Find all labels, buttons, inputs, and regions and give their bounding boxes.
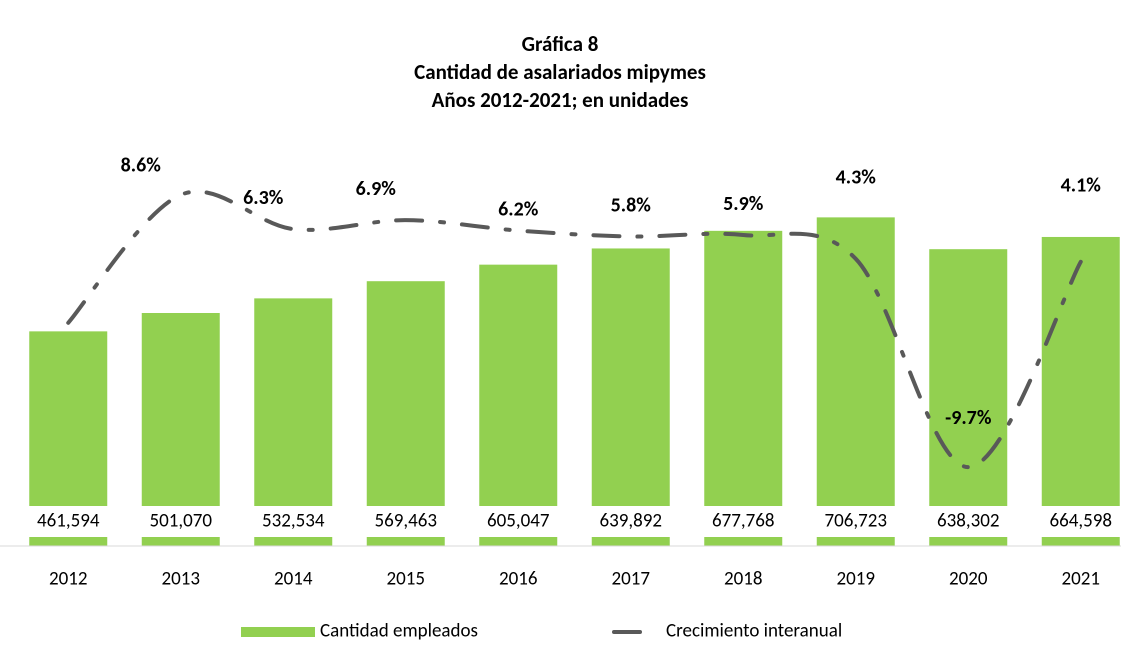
bar-value-label: 638,302 [937, 510, 1000, 533]
bar-value-label: 706,723 [824, 510, 887, 533]
label-background [1037, 506, 1121, 537]
bar [704, 230, 783, 546]
x-tick-label: 2018 [724, 568, 763, 591]
line-value-label: 6.3% [243, 186, 284, 210]
bar [929, 249, 1008, 546]
label-background [475, 506, 562, 537]
chart-title: Años 2012-2021; en unidades [432, 87, 689, 113]
x-tick-label: 2017 [611, 568, 650, 591]
x-tick-label: 2019 [836, 568, 875, 591]
line-value-label: 5.9% [723, 192, 764, 216]
line-value-label: 6.2% [498, 197, 539, 221]
bar-value-label: 569,463 [374, 510, 437, 533]
growth-line [66, 189, 1083, 470]
chart-title: Cantidad de asalariados mipymes [414, 59, 706, 85]
line-value-label: 6.9% [356, 177, 397, 201]
bar [479, 264, 558, 546]
label-background [25, 506, 112, 537]
line-value-label: 4.1% [1061, 174, 1102, 198]
bar-value-label: 677,768 [712, 510, 775, 533]
x-tick-label: 2013 [161, 568, 200, 591]
x-tick-label: 2021 [1061, 568, 1100, 591]
legend-label: Crecimiento interanual [666, 620, 842, 643]
bar-value-label: 639,892 [599, 510, 662, 533]
bar-value-label: 532,534 [262, 510, 325, 533]
label-background [700, 506, 787, 537]
bar [254, 298, 333, 546]
label-background [812, 506, 899, 537]
legend-label: Cantidad empleados [320, 620, 478, 643]
bar [591, 248, 670, 546]
bar-value-label: 605,047 [487, 510, 550, 533]
x-tick-label: 2020 [949, 568, 988, 591]
label-background [587, 506, 674, 537]
line-value-label: 8.6% [121, 154, 162, 178]
x-tick-label: 2016 [499, 568, 538, 591]
line-value-label: -9.7% [945, 406, 992, 430]
bar [816, 217, 895, 546]
bar [1041, 236, 1120, 547]
x-tick-label: 2014 [274, 568, 313, 591]
line-value-label: 4.3% [836, 166, 877, 190]
chart-title: Gráfica 8 [522, 31, 599, 57]
x-tick-label: 2015 [386, 568, 425, 591]
label-background [137, 506, 224, 537]
line-value-label: 5.8% [611, 193, 652, 217]
label-background [362, 506, 449, 537]
legend-swatch [241, 627, 315, 637]
bar-value-label: 461,594 [37, 510, 100, 533]
bar-value-label: 501,070 [149, 510, 212, 533]
bar-value-label: 664,598 [1049, 510, 1112, 533]
bar [366, 281, 445, 546]
label-background [925, 506, 1012, 537]
label-background [250, 506, 337, 537]
x-tick-label: 2012 [49, 568, 88, 591]
